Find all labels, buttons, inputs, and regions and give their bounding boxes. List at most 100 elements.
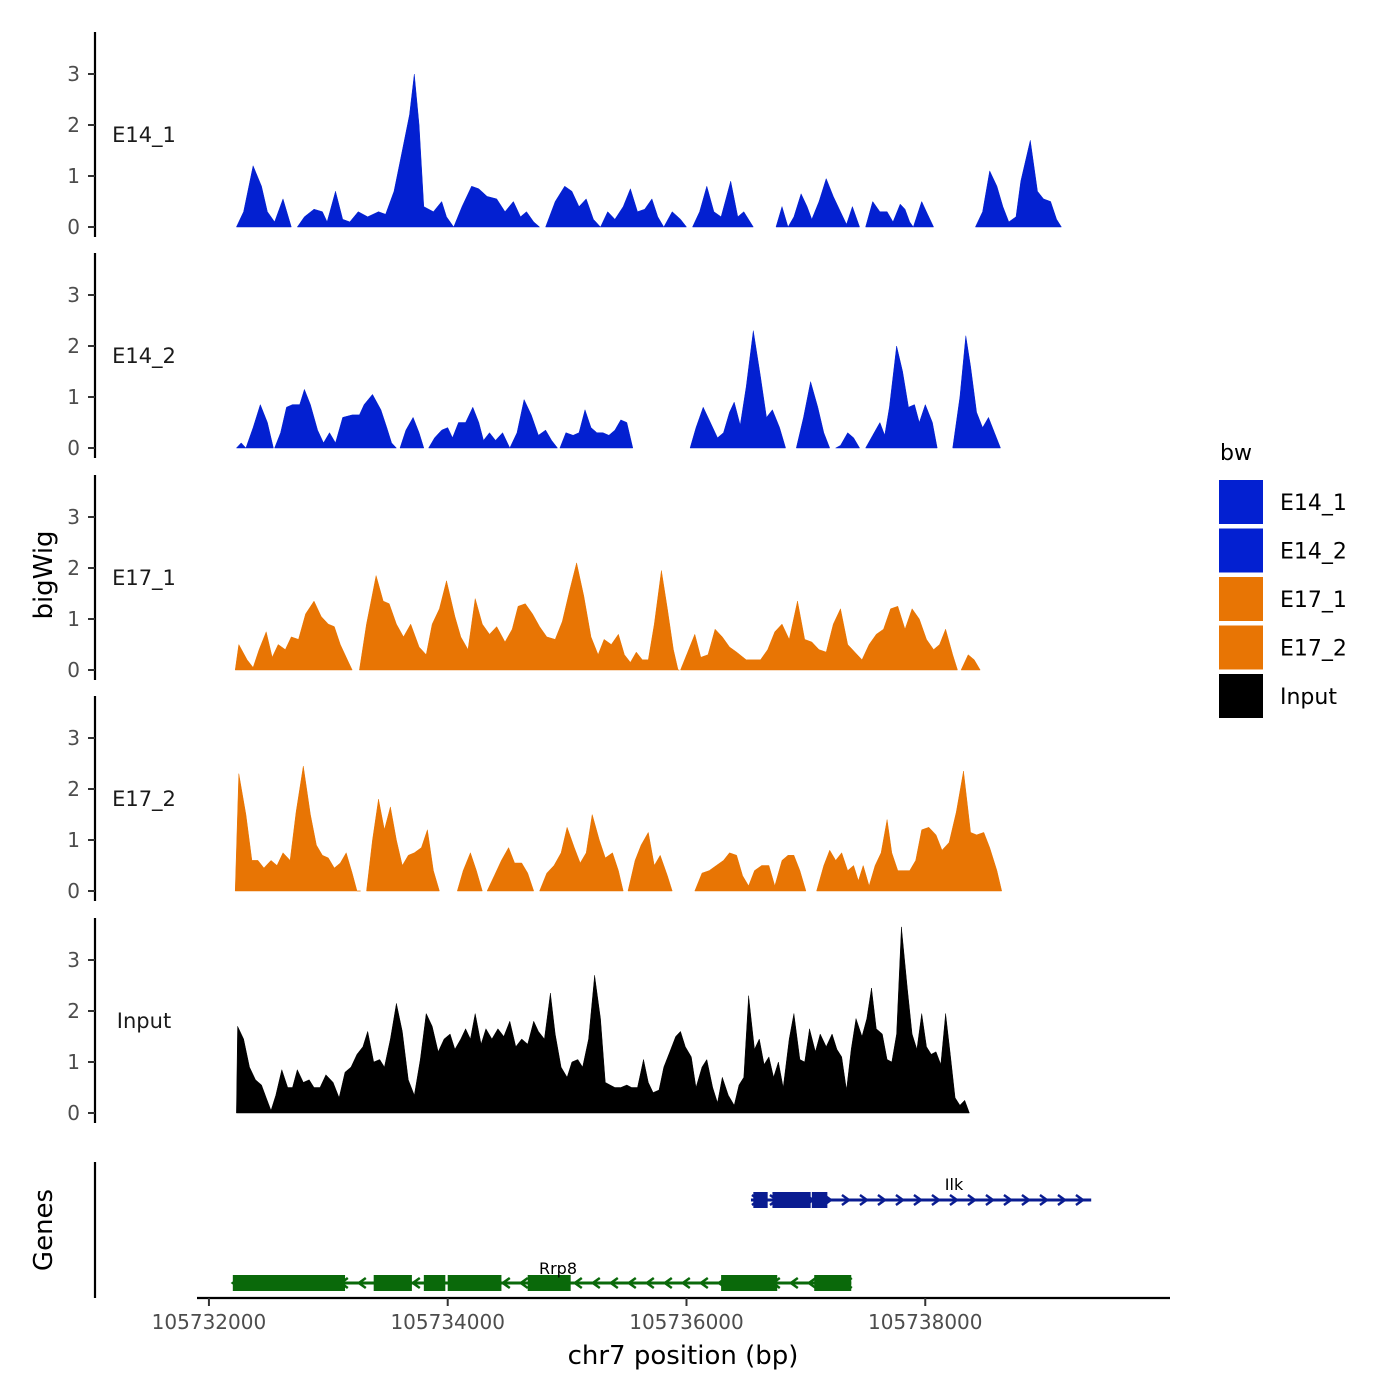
y-tick-label: 1 xyxy=(67,828,80,852)
x-tick-label: 105736000 xyxy=(629,1310,744,1334)
coverage-area xyxy=(775,177,860,228)
y-tick-label: 3 xyxy=(67,505,80,529)
coverage-area xyxy=(234,765,361,892)
exon-block xyxy=(527,1275,571,1291)
gene-label: Rrp8 xyxy=(539,1259,577,1278)
y-tick-label: 3 xyxy=(67,948,80,972)
y-tick-label: 3 xyxy=(67,726,80,750)
track-label: E17_1 xyxy=(112,566,176,591)
coverage-area xyxy=(692,181,754,228)
y-tick-label: 1 xyxy=(67,607,80,631)
strand-arrow xyxy=(680,1276,691,1290)
strand-arrow xyxy=(949,1193,960,1207)
y-tick-label: 0 xyxy=(67,1101,80,1125)
legend-label: E14_1 xyxy=(1280,491,1347,516)
strand-arrow xyxy=(1003,1193,1014,1207)
coverage-area xyxy=(600,188,665,228)
legend-title: bw xyxy=(1220,441,1252,466)
y-tick-label: 3 xyxy=(67,283,80,307)
strand-arrow xyxy=(626,1276,637,1290)
coverage-area xyxy=(680,601,958,671)
y-tick-label: 3 xyxy=(67,62,80,86)
coverage-area xyxy=(545,185,602,228)
exon-block xyxy=(423,1275,446,1291)
legend-swatch xyxy=(1219,625,1263,670)
y-tick-label: 2 xyxy=(67,556,80,580)
coverage-area xyxy=(835,432,861,449)
coverage-area xyxy=(627,831,673,892)
y-tick-label: 2 xyxy=(67,777,80,801)
track-label: E14_2 xyxy=(112,344,176,369)
track-label: E17_2 xyxy=(112,787,176,812)
exon-block xyxy=(772,1192,811,1208)
legend-label: E14_2 xyxy=(1280,540,1347,565)
strand-arrow xyxy=(410,1276,421,1290)
coverage-area xyxy=(428,398,559,449)
coverage-area xyxy=(456,852,483,892)
track-e14-2: 0 1 2 3 E14_2 xyxy=(67,253,1001,460)
track-e17-1: 0 1 2 3 E17_1 xyxy=(67,475,981,682)
coverage-area xyxy=(816,771,1003,892)
strand-arrow xyxy=(572,1276,583,1290)
coverage-area xyxy=(236,164,292,228)
coverage-area xyxy=(486,847,535,892)
y-tick-label: 0 xyxy=(67,436,80,460)
strand-arrow xyxy=(1075,1193,1086,1207)
coverage-area xyxy=(960,654,981,671)
exon-block xyxy=(373,1275,412,1291)
legend-swatch xyxy=(1219,528,1263,573)
legend-label: E17_2 xyxy=(1280,637,1347,662)
gene-track: Ilk Rrp8 xyxy=(93,1162,1092,1298)
legend-label: Input xyxy=(1280,685,1337,710)
coverage-area xyxy=(865,200,934,228)
strand-arrow xyxy=(1039,1193,1050,1207)
y-tick-label: 0 xyxy=(67,215,80,239)
strand-arrow xyxy=(877,1193,888,1207)
exon-block xyxy=(753,1192,768,1208)
y-tick-label: 1 xyxy=(67,1050,80,1074)
track-label: Input xyxy=(117,1009,171,1033)
coverage-area xyxy=(359,562,680,671)
legend-swatch xyxy=(1219,480,1263,524)
exon-block xyxy=(814,1275,852,1291)
coverage-area xyxy=(236,926,970,1114)
y-tick-label: 0 xyxy=(67,658,80,682)
coverage-area xyxy=(296,73,541,228)
x-tick-label: 105732000 xyxy=(152,1310,267,1334)
strand-arrow xyxy=(1021,1193,1032,1207)
strand-arrow xyxy=(788,1276,799,1290)
coverage-area xyxy=(539,814,624,892)
y-tick-label: 2 xyxy=(67,999,80,1023)
legend-swatch xyxy=(1219,577,1263,621)
strand-arrow xyxy=(698,1276,709,1290)
track-e14-1: 0 1 2 3 E14_1 xyxy=(67,32,1062,239)
coverage-area xyxy=(689,330,786,449)
coverage-area xyxy=(274,388,397,449)
y-tick-label: 2 xyxy=(67,113,80,137)
gene-ilk: Ilk xyxy=(750,1175,1092,1208)
legend-label: E17_1 xyxy=(1280,588,1347,613)
strand-arrow xyxy=(859,1193,870,1207)
strand-arrow xyxy=(644,1276,655,1290)
coverage-area xyxy=(235,403,274,449)
legend: bw E14_1 E14_2 E17_1 E17_2 Input xyxy=(1219,441,1347,718)
coverage-area xyxy=(975,140,1062,228)
strand-arrow xyxy=(985,1193,996,1207)
strand-arrow xyxy=(662,1276,673,1290)
coverage-tracks: 0 1 2 3 E14_1 0 1 2 3 E14_2 0 1 2 3 E17_1 0 1 2 3 E17_2 0 1 2 3… xyxy=(67,32,1062,1125)
y-tick-label: 1 xyxy=(67,385,80,409)
coverage-area xyxy=(366,799,440,892)
exon-block xyxy=(447,1275,502,1291)
track-e17-2: 0 1 2 3 E17_2 xyxy=(67,696,1003,903)
strand-arrow xyxy=(913,1193,924,1207)
track-label: E14_1 xyxy=(112,123,176,148)
strand-arrow xyxy=(356,1276,367,1290)
strand-arrow xyxy=(806,1276,817,1290)
strand-arrow xyxy=(1057,1193,1068,1207)
strand-arrow xyxy=(500,1276,511,1290)
y-tick-label: 0 xyxy=(67,879,80,903)
gene-rrp8: Rrp8 xyxy=(230,1259,853,1291)
strand-arrow xyxy=(895,1193,906,1207)
strand-arrow xyxy=(518,1276,529,1290)
x-tick-label: 105734000 xyxy=(390,1310,505,1334)
